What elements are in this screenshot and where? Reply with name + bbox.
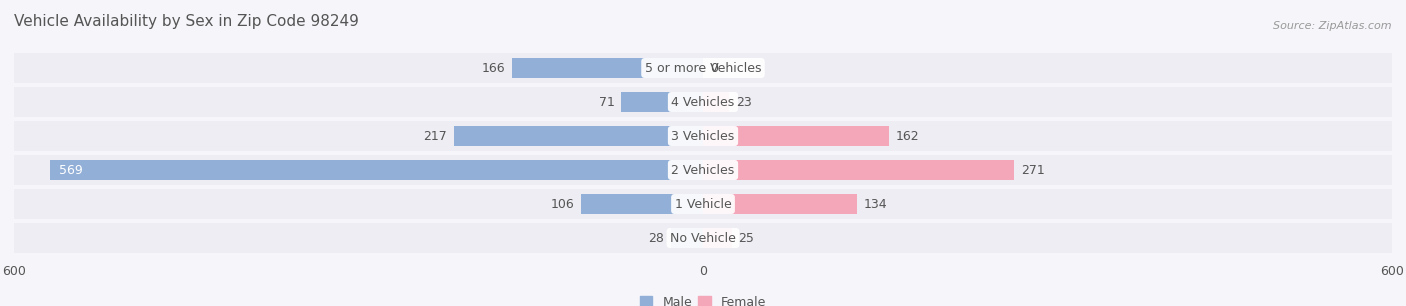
Bar xyxy=(671,228,703,248)
Text: 162: 162 xyxy=(896,129,920,143)
Bar xyxy=(14,189,1392,219)
Bar xyxy=(703,228,731,248)
Text: 2 Vehicles: 2 Vehicles xyxy=(672,163,734,177)
Bar xyxy=(14,87,1392,117)
Bar xyxy=(703,92,730,112)
Bar xyxy=(703,126,889,146)
Text: 25: 25 xyxy=(738,232,755,244)
Text: 134: 134 xyxy=(863,197,887,211)
Bar xyxy=(621,92,703,112)
Text: Source: ZipAtlas.com: Source: ZipAtlas.com xyxy=(1274,21,1392,32)
Bar xyxy=(703,194,856,214)
Text: 71: 71 xyxy=(599,95,614,109)
Text: No Vehicle: No Vehicle xyxy=(671,232,735,244)
Bar xyxy=(14,223,1392,253)
Text: Vehicle Availability by Sex in Zip Code 98249: Vehicle Availability by Sex in Zip Code … xyxy=(14,14,359,29)
Bar xyxy=(703,160,1014,180)
Text: 4 Vehicles: 4 Vehicles xyxy=(672,95,734,109)
Bar xyxy=(581,194,703,214)
Bar xyxy=(14,155,1392,185)
Bar xyxy=(454,126,703,146)
Text: 0: 0 xyxy=(710,62,718,74)
Text: 23: 23 xyxy=(737,95,752,109)
Text: 217: 217 xyxy=(423,129,447,143)
Text: 5 or more Vehicles: 5 or more Vehicles xyxy=(645,62,761,74)
Text: 569: 569 xyxy=(59,163,83,177)
Text: 28: 28 xyxy=(648,232,664,244)
Bar xyxy=(512,58,703,78)
Text: 3 Vehicles: 3 Vehicles xyxy=(672,129,734,143)
Text: 106: 106 xyxy=(551,197,575,211)
Text: 166: 166 xyxy=(482,62,506,74)
Bar xyxy=(49,160,703,180)
Bar xyxy=(14,121,1392,151)
Text: 271: 271 xyxy=(1021,163,1045,177)
Legend: Male, Female: Male, Female xyxy=(636,291,770,306)
Text: 1 Vehicle: 1 Vehicle xyxy=(675,197,731,211)
Bar xyxy=(14,53,1392,83)
